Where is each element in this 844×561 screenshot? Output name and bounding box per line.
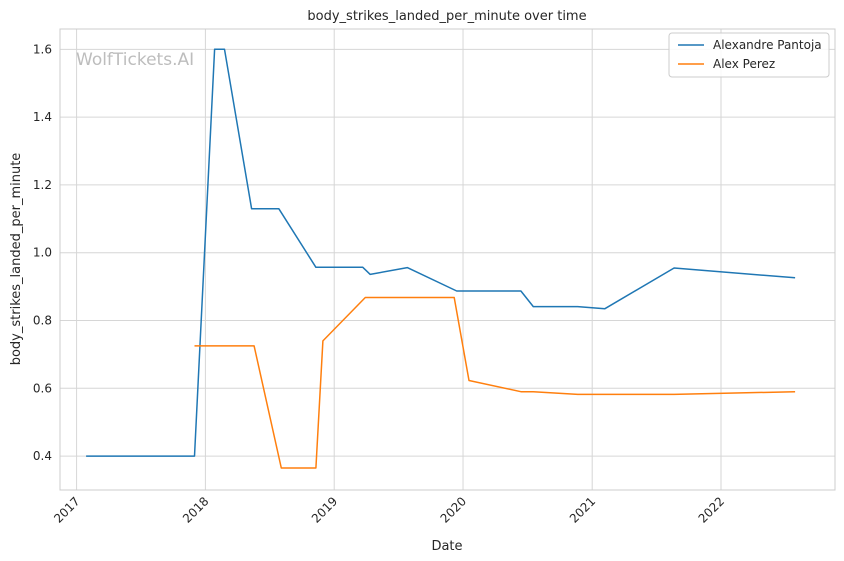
y-tick-label: 1.0 (33, 246, 52, 260)
y-tick-label: 0.8 (33, 314, 52, 328)
legend-label-perez: Alex Perez (713, 57, 775, 71)
legend-box (668, 32, 830, 78)
legend: Alexandre Pantoja Alex Perez (668, 32, 830, 78)
legend-label-pantoja: Alexandre Pantoja (713, 38, 822, 52)
y-tick-label: 1.6 (33, 42, 52, 56)
x-axis-label: Date (431, 539, 462, 554)
plot-frame (59, 28, 836, 491)
chart-title: body_strikes_landed_per_minute over time (307, 9, 586, 24)
y-axis-label: body_strikes_landed_per_minute (9, 153, 24, 366)
series-line-pantoja (86, 48, 796, 457)
series (86, 48, 796, 469)
y-tick-label: 0.6 (33, 381, 52, 395)
y-tick-label: 0.4 (33, 449, 52, 463)
y-axis: 0.4 0.6 0.8 1.0 1.2 1.4 1.6 (33, 42, 52, 463)
series-line-perez (194, 296, 796, 469)
y-tick-label: 1.2 (33, 178, 52, 192)
grid (60, 29, 835, 490)
y-tick-label: 1.4 (33, 110, 52, 124)
watermark: WolfTickets.AI (76, 50, 194, 70)
